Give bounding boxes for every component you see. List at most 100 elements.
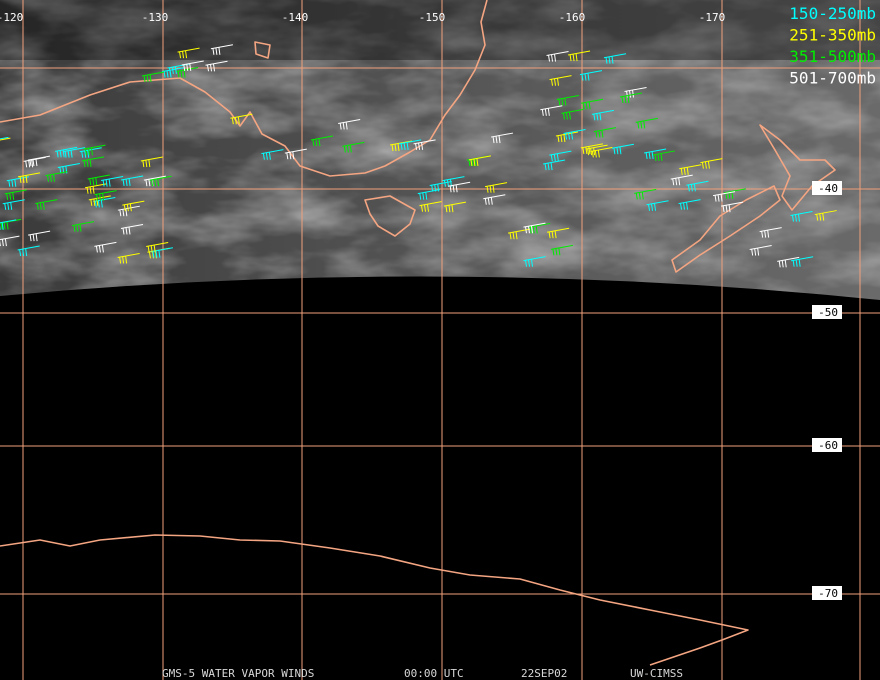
barb-tick bbox=[557, 135, 560, 143]
barb-shaft bbox=[17, 245, 40, 251]
wind-barb bbox=[81, 156, 105, 167]
barb-shaft bbox=[94, 241, 117, 247]
barb-tick bbox=[421, 205, 423, 212]
barb-tick bbox=[530, 225, 533, 234]
footer-text: GMS-5 WATER VAPOR WINDS bbox=[162, 667, 314, 680]
wind-barbs bbox=[0, 44, 837, 268]
barb-tick bbox=[492, 185, 495, 193]
barb-tick bbox=[129, 203, 132, 212]
barb-tick bbox=[182, 51, 185, 59]
barb-shaft bbox=[117, 205, 140, 211]
barb-tick bbox=[425, 192, 428, 200]
wind-barb bbox=[749, 245, 772, 256]
wind-barb bbox=[149, 175, 172, 187]
barb-shaft bbox=[686, 180, 709, 186]
barb-tick bbox=[35, 158, 38, 167]
barb-tick bbox=[728, 204, 731, 213]
barb-tick bbox=[629, 90, 632, 98]
barb-shaft bbox=[417, 189, 440, 195]
barb-tick bbox=[343, 145, 346, 153]
barb-tick bbox=[599, 112, 602, 121]
barb-shaft bbox=[603, 53, 627, 59]
legend-entry: 150-250mb bbox=[789, 4, 876, 23]
wind-barb bbox=[490, 132, 514, 144]
barb-tick bbox=[289, 152, 292, 160]
wind-barb bbox=[790, 211, 813, 222]
barb-tick bbox=[345, 122, 348, 130]
wind-barb bbox=[579, 70, 603, 81]
barb-tick bbox=[591, 150, 594, 158]
barb-tick bbox=[179, 51, 182, 59]
barb-shaft bbox=[759, 227, 782, 233]
barb-tick bbox=[421, 142, 424, 150]
wind-barb bbox=[448, 181, 471, 193]
barb-tick bbox=[84, 150, 87, 158]
wind-barb bbox=[120, 175, 144, 187]
barb-tick bbox=[452, 185, 455, 193]
latitude-label: -60 bbox=[818, 439, 838, 452]
barb-shaft bbox=[140, 156, 163, 162]
barb-shaft bbox=[563, 128, 586, 134]
barb-tick bbox=[535, 225, 538, 234]
barb-tick bbox=[568, 132, 571, 140]
barb-shaft bbox=[94, 190, 117, 196]
wind-barb bbox=[79, 147, 102, 158]
wind-barb bbox=[563, 128, 586, 140]
barb-tick bbox=[143, 75, 146, 83]
footer-text: 00:00 UTC bbox=[404, 667, 464, 680]
barb-tick bbox=[588, 146, 591, 154]
barb-shaft bbox=[399, 139, 422, 145]
barb-tick bbox=[643, 120, 646, 129]
wind-barb bbox=[624, 87, 647, 98]
barb-shaft bbox=[624, 87, 647, 92]
barb-tick bbox=[148, 179, 151, 187]
barb-tick bbox=[641, 191, 644, 200]
barb-tick bbox=[492, 136, 495, 144]
barb-tick bbox=[495, 136, 498, 144]
barb-tick bbox=[582, 102, 585, 110]
barb-tick bbox=[613, 147, 616, 155]
wind-barb bbox=[0, 235, 20, 247]
barb-shaft bbox=[442, 176, 465, 182]
latitude-label-bg bbox=[812, 438, 842, 452]
barb-tick bbox=[558, 247, 561, 256]
barb-tick bbox=[25, 175, 28, 183]
barb-shaft bbox=[261, 149, 284, 155]
barb-tick bbox=[557, 78, 560, 86]
barb-shaft bbox=[181, 60, 204, 66]
wind-barb bbox=[619, 92, 643, 104]
barb-tick bbox=[14, 179, 17, 187]
barb-tick bbox=[598, 130, 601, 138]
barb-tick bbox=[415, 143, 418, 150]
barb-tick bbox=[174, 66, 177, 75]
barb-shaft bbox=[579, 70, 603, 76]
wind-barb bbox=[777, 256, 800, 268]
barb-tick bbox=[690, 184, 693, 192]
barb-shaft bbox=[550, 244, 573, 250]
wind-barb bbox=[63, 147, 86, 158]
longitude-label: -160 bbox=[559, 11, 586, 24]
barb-tick bbox=[95, 245, 98, 253]
barb-tick bbox=[406, 142, 409, 150]
barb-tick bbox=[212, 48, 215, 55]
wind-barb bbox=[2, 199, 25, 210]
barb-tick bbox=[605, 57, 608, 64]
barb-tick bbox=[687, 184, 690, 192]
barb-tick bbox=[89, 186, 92, 194]
barb-shaft bbox=[210, 44, 233, 50]
footer-text: 22SEP02 bbox=[521, 667, 567, 680]
barb-tick bbox=[234, 117, 237, 125]
barb-tick bbox=[722, 205, 725, 213]
barb-tick bbox=[73, 225, 76, 232]
barb-shaft bbox=[542, 159, 566, 165]
barb-shaft bbox=[546, 51, 569, 57]
barb-shaft bbox=[591, 109, 614, 115]
barb-tick bbox=[754, 248, 757, 256]
barb-tick bbox=[150, 245, 153, 253]
wind-barb bbox=[120, 223, 144, 235]
barb-tick bbox=[486, 186, 489, 193]
barb-tick bbox=[67, 150, 70, 158]
barb-tick bbox=[29, 159, 32, 167]
barb-tick bbox=[489, 185, 492, 193]
barb-tick bbox=[608, 56, 611, 64]
